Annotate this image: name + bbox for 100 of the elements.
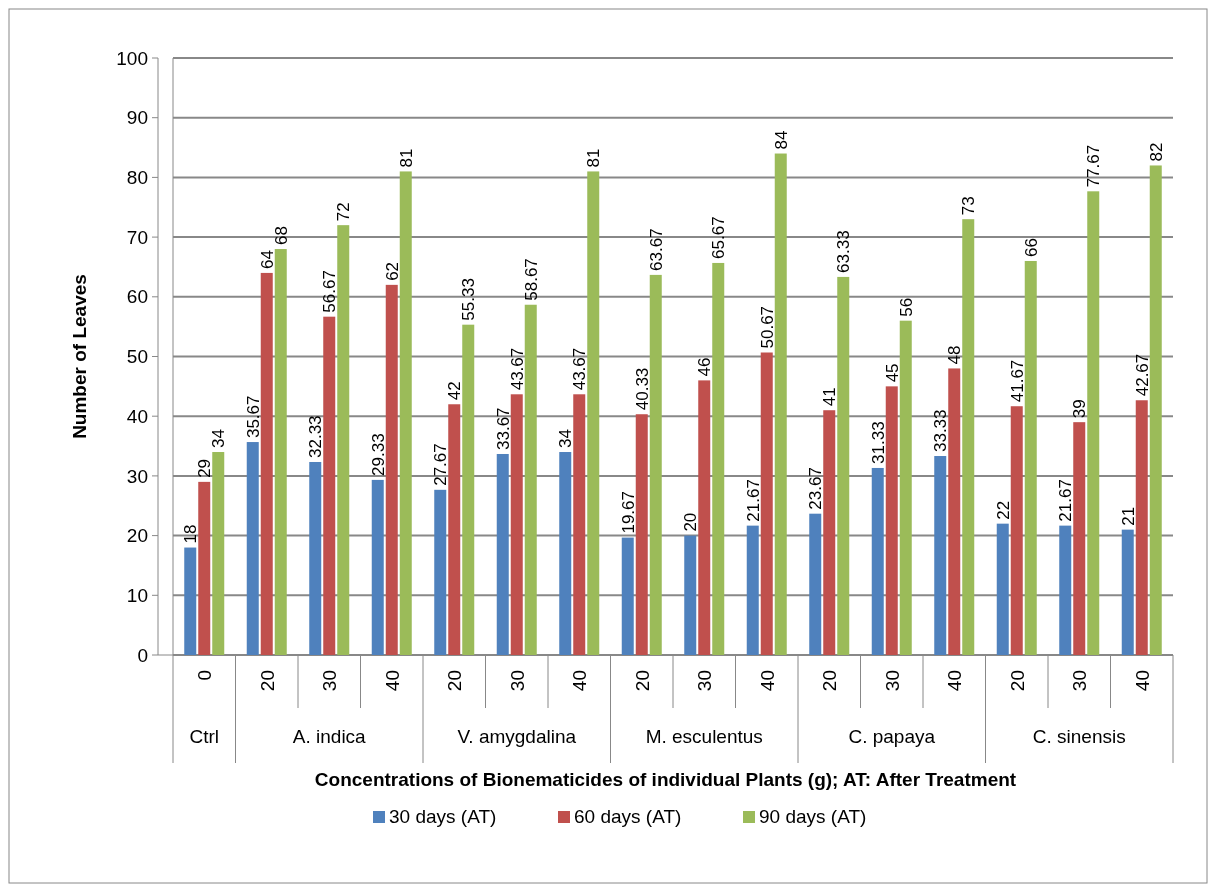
data-label: 19.67	[618, 491, 638, 534]
bar	[496, 453, 509, 655]
x-tick-label: 20	[631, 670, 653, 692]
y-tick-label: 20	[126, 525, 148, 547]
data-label: 20	[681, 512, 701, 532]
x-tick-label: 40	[569, 670, 591, 692]
data-label: 46	[695, 357, 715, 377]
bar	[246, 442, 259, 655]
data-label: 33.67	[493, 407, 513, 450]
data-label: 45	[882, 363, 902, 383]
data-label: 63.33	[834, 230, 854, 273]
data-label: 31.33	[868, 421, 888, 464]
bar	[996, 523, 1009, 655]
bar	[1010, 406, 1023, 655]
data-label: 22	[993, 500, 1013, 520]
bar	[635, 414, 648, 655]
bar	[524, 304, 537, 655]
x-tick-label: 40	[944, 670, 966, 692]
bar	[621, 537, 634, 655]
y-tick-label: 80	[126, 167, 148, 189]
data-label: 23.67	[806, 467, 826, 510]
text: Ctrl	[189, 726, 220, 747]
x-tick-label: 40	[756, 670, 778, 692]
data-label: 35.67	[243, 395, 263, 439]
data-label: 72	[334, 202, 354, 222]
data-label: 40.33	[632, 367, 652, 411]
data-label: 73	[959, 196, 979, 216]
data-label: 81	[584, 148, 604, 168]
x-tick-label: 30	[1069, 670, 1091, 692]
x-tick-label: 30	[319, 670, 341, 692]
bar	[1087, 191, 1100, 655]
data-label: 66	[1021, 238, 1041, 257]
x-tick-label: 40	[1131, 670, 1153, 692]
y-tick-label: 10	[126, 584, 148, 606]
bar	[385, 284, 398, 655]
bar	[1059, 525, 1072, 655]
data-label: 56	[896, 297, 916, 317]
bar	[462, 324, 475, 655]
bar	[1121, 529, 1134, 655]
bar	[871, 467, 884, 655]
text: C. sinensis	[1032, 726, 1126, 747]
bar	[1024, 260, 1037, 655]
data-label: 68	[271, 226, 291, 246]
text: C. papaya	[848, 726, 936, 747]
data-label: 21.67	[1056, 479, 1076, 522]
y-tick-label: 70	[126, 226, 148, 248]
bar	[899, 320, 912, 655]
bar	[760, 352, 773, 655]
legend-label: 60 days (AT)	[574, 806, 682, 827]
bar	[684, 535, 697, 655]
y-tick-label: 60	[126, 286, 148, 308]
data-label: 81	[396, 148, 416, 168]
text: A. indica	[292, 726, 367, 747]
bar	[573, 394, 586, 655]
bar	[274, 249, 287, 655]
data-label: 34	[556, 429, 576, 449]
bar	[184, 547, 197, 655]
data-label: 18	[181, 524, 201, 544]
bar	[809, 513, 822, 655]
bar	[559, 452, 572, 655]
data-label: 29.33	[368, 433, 388, 476]
data-label: 82	[1146, 142, 1166, 162]
bar	[510, 394, 523, 655]
data-label: 33.33	[931, 409, 951, 453]
bar	[746, 525, 759, 655]
bar	[1073, 422, 1086, 655]
data-label: 43.67	[570, 347, 590, 391]
x-tick-label: 40	[381, 670, 403, 692]
bar	[260, 272, 273, 655]
bar	[337, 225, 350, 655]
x-tick-label: 20	[256, 670, 278, 692]
data-label: 43.67	[507, 347, 527, 391]
bar	[649, 274, 662, 655]
bar	[198, 481, 211, 655]
bar	[587, 171, 600, 655]
data-label: 32.33	[306, 415, 326, 458]
legend-label: 30 days (AT)	[389, 806, 497, 827]
data-label: 55.33	[459, 278, 479, 321]
x-tick-label: 30	[694, 670, 716, 692]
data-label: 65.67	[709, 216, 729, 259]
data-label: 39	[1070, 399, 1090, 419]
data-label: 58.67	[521, 258, 541, 301]
bar	[448, 404, 461, 655]
x-axis-title: Concentrations of Bionematicides of individual Plants (g); AT: After Treatment	[314, 769, 1017, 790]
x-tick-label: 20	[444, 670, 466, 692]
y-tick-label: 100	[116, 47, 148, 69]
legend-label: 90 days (AT)	[759, 806, 867, 827]
data-label: 42	[445, 381, 465, 401]
y-tick-label: 0	[137, 644, 148, 666]
x-tick-label: 20	[819, 670, 841, 692]
bar	[698, 380, 711, 655]
y-tick-label: 50	[126, 346, 148, 368]
data-label: 84	[771, 130, 791, 150]
bar	[837, 276, 850, 655]
data-label: 29	[195, 458, 215, 478]
bar	[371, 479, 384, 655]
bar	[212, 452, 225, 655]
data-label: 41	[820, 387, 840, 407]
data-label: 42.67	[1132, 353, 1152, 397]
data-label: 48	[945, 345, 965, 365]
